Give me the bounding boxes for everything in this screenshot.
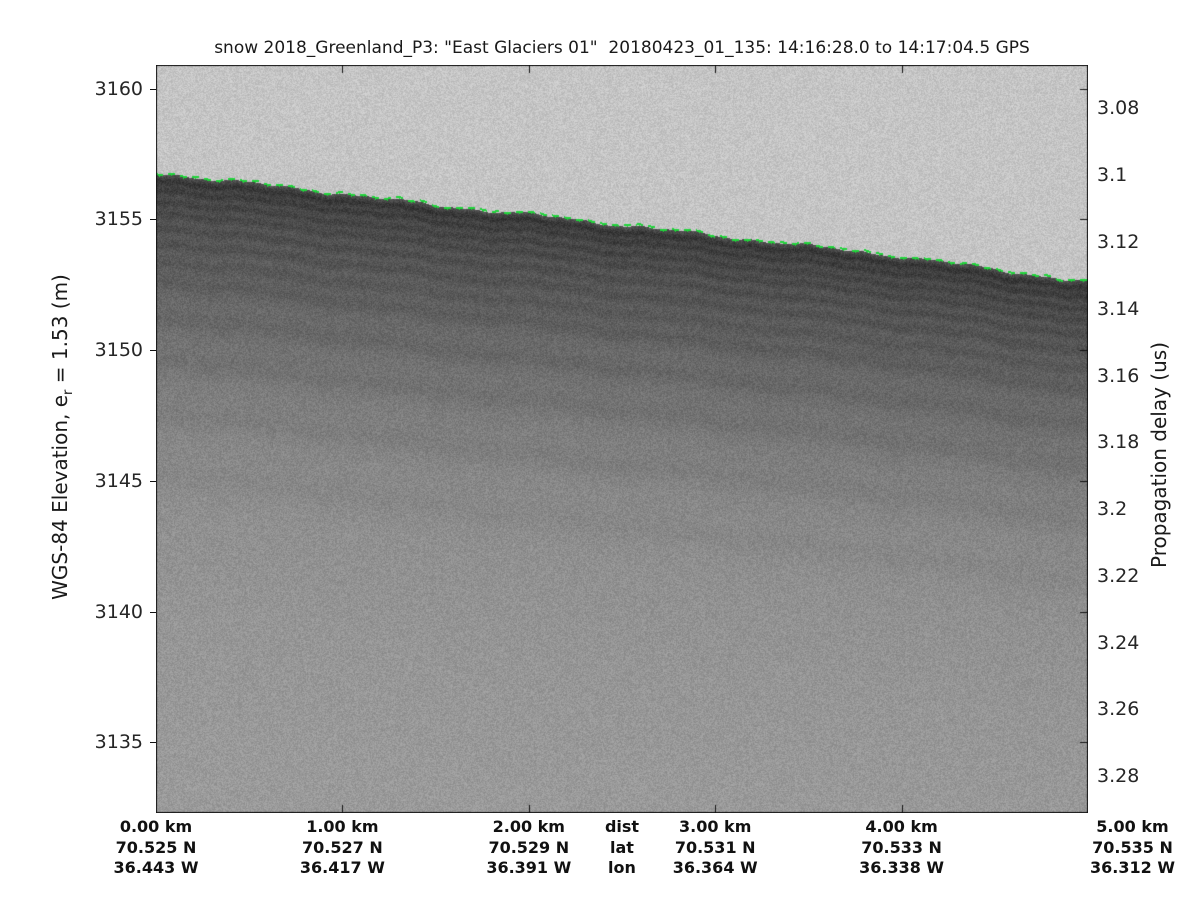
elevation-tick-mark [150,219,156,220]
bottom-lon-value: 36.338 W [859,858,945,877]
delay-tick-label: 3.12 [1097,230,1140,253]
elevation-tick-label: 3160 [94,77,143,100]
elevation-tick-label: 3155 [94,208,143,231]
delay-tick-label: 3.14 [1097,297,1140,320]
elevation-tick-label: 3140 [94,600,143,623]
bottom-lon-value: 36.364 W [672,858,758,877]
elevation-tick-label: 3135 [94,731,143,754]
bottom-lat-value: 70.529 N [488,837,570,857]
chart-title: snow 2018_Greenland_P3: "East Glaciers 0… [214,38,1030,58]
delay-tick-label: 3.1 [1097,164,1128,187]
left-axis-label: WGS-84 Elevation, er = 1.53 (m) [48,274,76,600]
elevation-tick-mark [150,481,156,482]
elevation-tick-label: 3145 [94,469,143,492]
delay-tick-label: 3.22 [1097,564,1140,587]
right-axis-label: Propagation delay (us) [1147,341,1171,569]
elevation-tick-mark [150,612,156,613]
bottom-lon-value: 36.312 W [1090,858,1175,877]
bottom-dist-value: 5.00 km [1096,817,1169,836]
bottom-tick-column: 3.00 km 70.531 N 36.364 W [673,817,758,879]
echogram-canvas [156,65,1088,813]
elevation-tick-label: 3150 [94,339,143,362]
delay-tick-label: 3.18 [1097,431,1140,454]
bottom-tick-column: 2.00 km 70.529 N 36.391 W [486,817,571,879]
bottom-lat-value: 70.533 N [861,837,942,857]
bottom-lon-value: 36.417 W [299,858,385,877]
bottom-lon-value: 36.391 W [486,858,572,877]
left-axis-label-subscript: r [61,389,76,395]
left-axis-label-suffix: = 1.53 (m) [48,274,72,390]
bottom-tick-column: 0.00 km 70.525 N 36.443 W [114,817,199,879]
left-axis-label-prefix: WGS-84 Elevation, e [48,394,72,600]
bottom-row-headers: dist lat lon [605,817,639,879]
bottom-header-lon: lon [608,858,636,877]
bottom-tick-column: 5.00 km 70.535 N 36.312 W [1090,817,1175,879]
delay-tick-label: 3.24 [1097,631,1140,654]
delay-tick-label: 3.16 [1097,364,1140,387]
elevation-tick-mark [150,89,156,90]
bottom-dist-value: 3.00 km [679,817,752,836]
elevation-tick-mark [150,350,156,351]
bottom-lat-value: 70.527 N [302,837,383,857]
bottom-tick-column: 1.00 km 70.527 N 36.417 W [300,817,385,879]
bottom-lon-value: 36.443 W [113,858,199,877]
bottom-lat-value: 70.525 N [115,837,197,857]
bottom-lat-value: 70.531 N [674,837,756,857]
elevation-tick-mark [150,742,156,743]
bottom-dist-value: 2.00 km [492,817,565,836]
bottom-header-dist: dist [604,817,640,836]
delay-tick-label: 3.28 [1097,765,1140,788]
delay-tick-label: 3.2 [1097,498,1128,521]
bottom-dist-value: 4.00 km [865,817,938,836]
bottom-lat-value: 70.535 N [1092,837,1173,857]
bottom-tick-column: 4.00 km 70.533 N 36.338 W [859,817,944,879]
delay-tick-label: 3.26 [1097,698,1140,721]
bottom-header-lat: lat [610,837,634,857]
bottom-dist-value: 0.00 km [119,817,193,836]
bottom-dist-value: 1.00 km [306,817,379,836]
delay-tick-label: 3.08 [1097,97,1140,120]
